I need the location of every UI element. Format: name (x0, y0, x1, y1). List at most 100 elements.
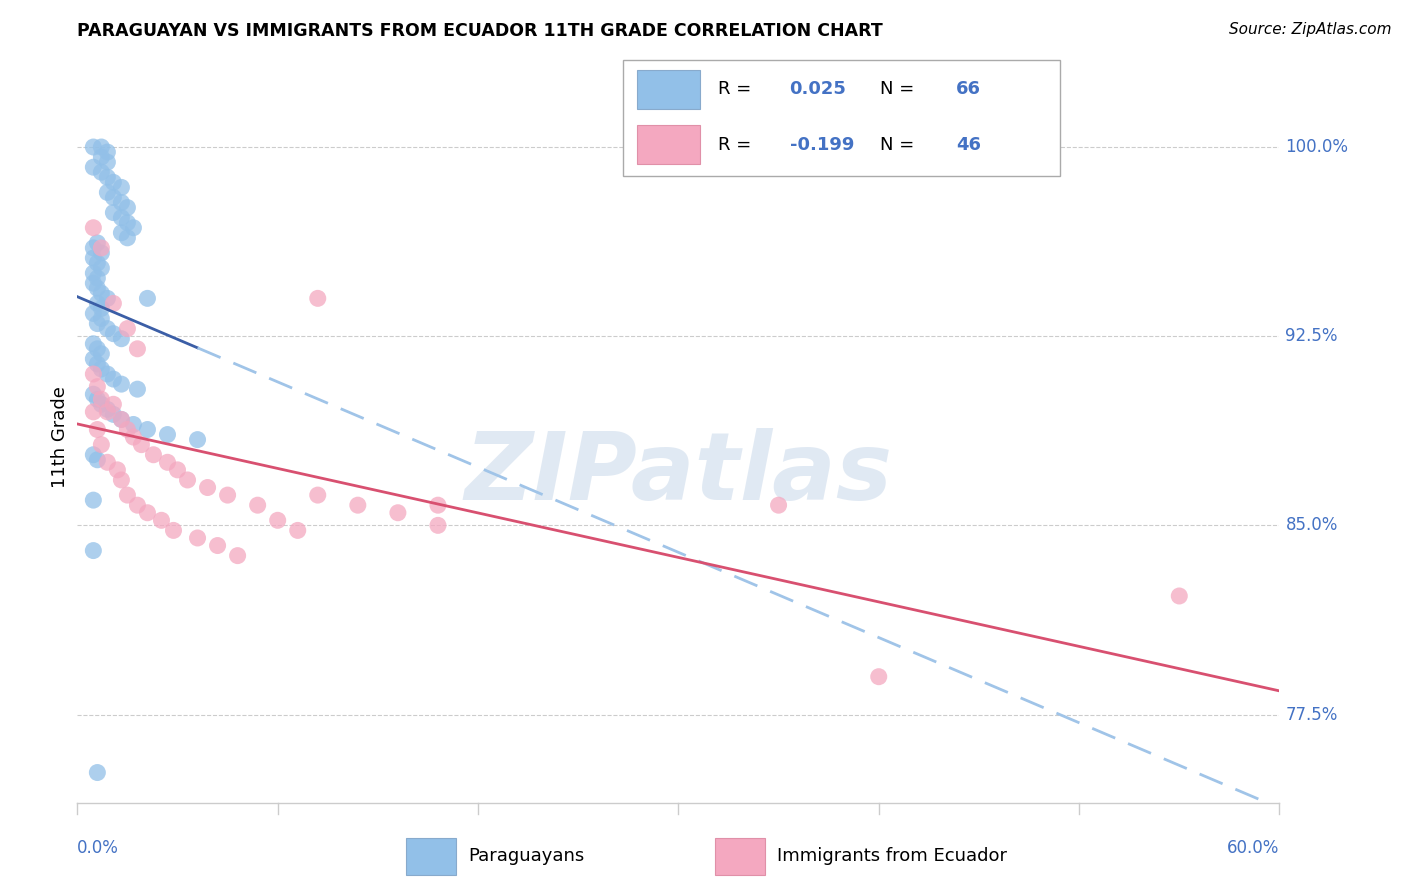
Point (96, 455, 118, 469)
Point (110, 377, 132, 392)
Point (246, 498, 269, 512)
Point (96, 170, 118, 185)
Point (90, 246, 112, 260)
Point (156, 427, 179, 442)
Point (82, 336, 104, 351)
Point (136, 423, 159, 437)
Point (176, 473, 198, 487)
Point (267, 513, 290, 527)
Point (427, 498, 450, 512)
Point (127, 498, 149, 512)
Point (90, 150, 112, 164)
Point (287, 524, 309, 538)
Point (96, 155, 118, 169)
Point (103, 205, 125, 219)
Point (103, 408, 125, 422)
Point (96, 186, 118, 200)
Point (82, 160, 104, 174)
Point (82, 266, 104, 280)
Point (162, 524, 184, 538)
Point (427, 518, 450, 533)
Point (96, 367, 118, 381)
Point (868, 670, 890, 684)
Point (90, 392, 112, 407)
Text: Immigrants from Ecuador: Immigrants from Ecuador (778, 847, 1007, 865)
Point (86, 342, 108, 356)
Text: 85.0%: 85.0% (1285, 516, 1339, 534)
Point (90, 165, 112, 179)
Point (117, 488, 139, 502)
Point (307, 488, 329, 502)
Point (156, 455, 179, 469)
Text: 100.0%: 100.0% (1285, 138, 1348, 156)
Point (90, 286, 112, 301)
Point (90, 241, 112, 255)
Point (186, 433, 209, 447)
Point (1168, 589, 1191, 603)
Point (86, 256, 108, 270)
Point (110, 211, 132, 225)
FancyBboxPatch shape (623, 61, 1060, 176)
Text: 0.025: 0.025 (790, 80, 846, 98)
Bar (716, 838, 765, 875)
Point (207, 539, 229, 553)
Point (117, 423, 139, 437)
Point (122, 430, 145, 444)
Point (107, 463, 129, 477)
Point (127, 382, 149, 396)
Point (90, 397, 112, 411)
Text: 60.0%: 60.0% (1227, 839, 1279, 857)
Text: Source: ZipAtlas.com: Source: ZipAtlas.com (1229, 22, 1392, 37)
Point (347, 498, 370, 512)
Text: 0.0%: 0.0% (77, 839, 120, 857)
Point (96, 321, 118, 335)
Point (96, 402, 118, 417)
Point (90, 301, 112, 316)
Point (96, 145, 118, 159)
Point (117, 231, 139, 245)
Text: R =: R = (717, 136, 756, 153)
Text: 46: 46 (956, 136, 981, 153)
Bar (637, 126, 700, 164)
Point (110, 226, 132, 240)
Point (131, 437, 153, 451)
Point (387, 506, 409, 520)
Point (86, 379, 108, 393)
Text: N =: N = (880, 80, 920, 98)
Text: -0.199: -0.199 (790, 136, 853, 153)
Point (110, 180, 132, 194)
Text: PARAGUAYAN VS IMMIGRANTS FROM ECUADOR 11TH GRADE CORRELATION CHART: PARAGUAYAN VS IMMIGRANTS FROM ECUADOR 11… (77, 22, 883, 40)
Text: ZIPatlas: ZIPatlas (464, 427, 893, 520)
Point (90, 311, 112, 326)
Point (186, 531, 209, 545)
Point (82, 306, 104, 320)
Point (103, 175, 125, 189)
Point (82, 140, 104, 154)
Point (103, 326, 125, 341)
Text: R =: R = (717, 80, 756, 98)
Point (82, 448, 104, 462)
Point (82, 241, 104, 255)
Point (96, 405, 118, 419)
Point (307, 291, 329, 305)
Point (110, 412, 132, 426)
Point (90, 140, 112, 154)
Point (82, 220, 104, 235)
Point (197, 481, 219, 495)
Point (86, 296, 108, 310)
Point (226, 549, 249, 563)
Point (103, 397, 125, 411)
Point (150, 513, 173, 527)
Point (90, 347, 112, 361)
Point (166, 463, 188, 477)
Point (136, 291, 159, 305)
Point (136, 506, 159, 520)
Point (110, 332, 132, 346)
Point (103, 372, 125, 386)
Point (103, 190, 125, 204)
Point (90, 362, 112, 376)
Text: 92.5%: 92.5% (1285, 327, 1339, 345)
Point (110, 412, 132, 426)
Point (127, 342, 149, 356)
Point (117, 321, 139, 335)
